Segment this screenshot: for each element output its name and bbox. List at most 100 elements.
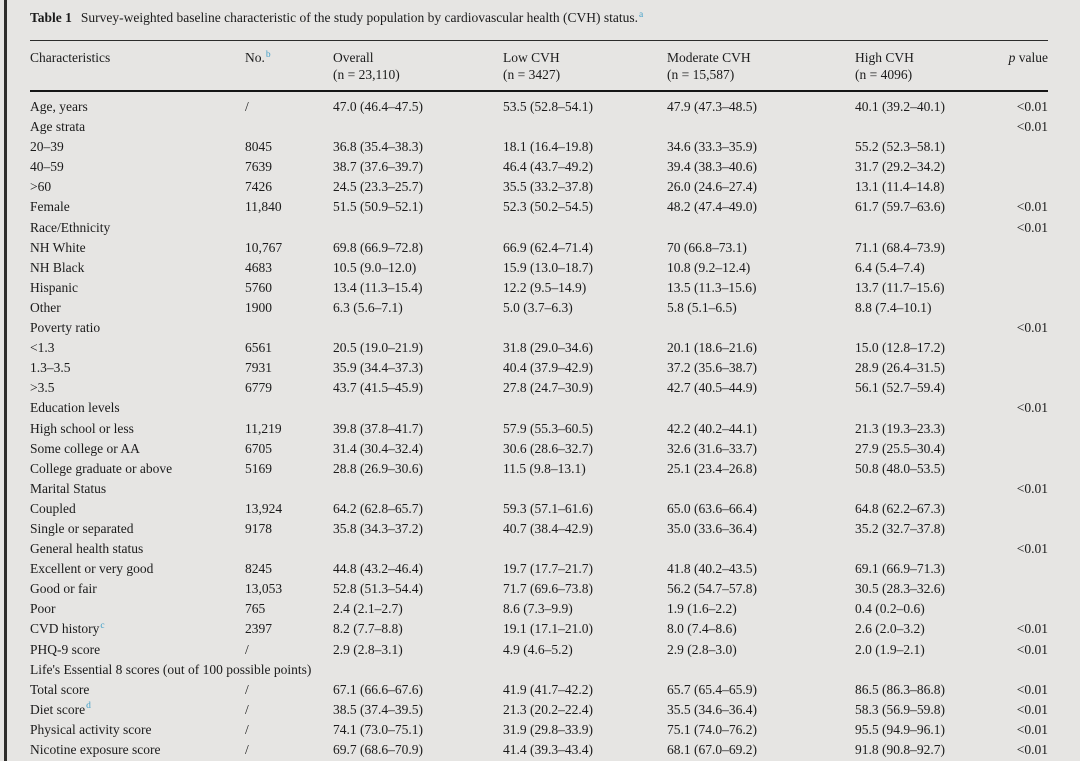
cell-p [1000,499,1048,519]
col-header-moderate-cvh: Moderate CVH (n = 15,587) [667,40,855,92]
cell-p: <0.01 [1016,621,1048,637]
cell-low: 31.8 (29.0–34.6) [503,340,593,356]
cell-no: 11,840 [245,199,282,215]
cell-overall: 47.0 (46.4–47.5) [333,99,423,114]
row-label: Marital Status [30,480,107,496]
cell-high [855,218,1000,238]
cell-high: 13.7 (11.7–15.6) [855,279,945,295]
cell-overall [333,318,503,338]
row-label: Race/Ethnicity [30,219,111,235]
cell-no: / [245,721,249,737]
cell-high [855,398,1000,418]
table-row: Good or fair 13,053 52.8 (51.3–54.4) 71.7 (… [30,579,1048,599]
row-label: Diet scored [30,701,91,717]
cell-no: 10,767 [245,239,283,255]
row-label: Hispanic [30,279,78,295]
col-header-high-cvh: High CVH (n = 4096) [855,40,1000,92]
table-row: Nicotine exposure score / 69.7 (68.6–70.9)… [30,740,1048,760]
cell-moderate: 10.8 (9.2–12.4) [667,259,751,275]
row-label: 40–59 [30,159,64,175]
cell-p [1000,559,1048,579]
cell-low: 53.5 (52.8–54.1) [503,99,593,114]
row-label: 1.3–3.5 [30,360,71,376]
cell-p: <0.01 [1016,219,1048,235]
cell-low [503,539,667,559]
cell-low [503,479,667,499]
cell-moderate: 70 (66.8–73.1) [667,239,747,255]
cell-moderate: 35.0 (33.6–36.4) [667,520,757,536]
row-label: Single or separated [30,520,134,536]
row-label: Nicotine exposure score [30,742,161,757]
row-label: Excellent or very good [30,561,154,577]
cell-p [1000,157,1048,177]
cell-p: <0.01 [1016,701,1048,717]
cell-no: 4683 [245,259,272,275]
cell-no: 7931 [245,360,272,376]
table-row: Excellent or very good 8245 44.8 (43.2–46.… [30,559,1048,579]
cell-no: 6561 [245,340,272,356]
cell-p: <0.01 [1016,742,1048,757]
cell-moderate: 42.2 (40.2–44.1) [667,420,757,436]
table-number: Table 1 [30,10,72,25]
cell-low: 52.3 (50.2–54.5) [503,199,593,215]
cell-no: 11,219 [245,420,282,436]
cell-no: 6705 [245,440,272,456]
cell-high: 30.5 (28.3–32.6) [855,581,945,597]
table-row: PHQ-9 score / 2.9 (2.8–3.1) 4.9 (4.6–5.2) 2.… [30,640,1048,660]
cell-p [1000,338,1048,358]
cell-moderate: 47.9 (47.3–48.5) [667,99,757,114]
cell-no [245,479,333,499]
cell-p: <0.01 [1016,721,1048,737]
row-label: >3.5 [30,380,55,396]
cell-moderate: 42.7 (40.5–44.9) [667,380,757,396]
cell-no: / [245,99,249,114]
table-row: Race/Ethnicity <0.01 [30,218,1048,238]
row-label: >60 [30,179,52,195]
cell-high [855,479,1000,499]
cell-high: 13.1 (11.4–14.8) [855,179,945,195]
table-caption-text: Survey-weighted baseline characteristic … [80,10,638,25]
row-label: 20–39 [30,139,64,155]
cell-no: 13,924 [245,500,283,516]
cell-overall: 69.7 (68.6–70.9) [333,742,423,757]
cell-high: 8.8 (7.4–10.1) [855,299,932,315]
cell-p [1000,137,1048,157]
table-row: Some college or AA 6705 31.4 (30.4–32.4) 30… [30,439,1048,459]
cell-moderate [667,398,855,418]
cell-low: 21.3 (20.2–22.4) [503,701,593,717]
cell-high [855,117,1000,137]
cell-no: 8245 [245,561,272,577]
header-row: Characteristics No.b Overall (n = 23,110… [30,40,1048,92]
cell-overall: 6.3 (5.6–7.1) [333,299,403,315]
table-row: 1.3–3.5 7931 35.9 (34.4–37.3) 40.4 (37.9–42… [30,358,1048,378]
cell-high: 95.5 (94.9–96.1) [855,721,945,737]
cell-moderate: 68.1 (67.0–69.2) [667,742,757,757]
row-label: Poverty ratio [30,320,101,336]
cell-overall: 35.9 (34.4–37.3) [333,360,423,376]
table-row: NH White 10,767 69.8 (66.9–72.8) 66.9 (62.4… [30,238,1048,258]
cell-no [245,218,333,238]
cell-overall [333,479,503,499]
table-row: 40–59 7639 38.7 (37.6–39.7) 46.4 (43.7–49.2… [30,157,1048,177]
baseline-characteristics-table: Characteristics No.b Overall (n = 23,110… [30,40,1048,760]
cell-p [1000,459,1048,479]
row-label: Age, years [30,99,88,114]
row-label: Poor [30,601,56,617]
cell-high: 15.0 (12.8–17.2) [855,340,945,356]
table-row: Physical activity score / 74.1 (73.0–75.1)… [30,720,1048,740]
row-label: Some college or AA [30,440,140,456]
cell-p: <0.01 [1016,681,1048,697]
footnote-marker-d: d [86,701,91,712]
row-label: Age strata [30,119,86,135]
cell-high: 86.5 (86.3–86.8) [855,681,945,697]
cell-low [503,398,667,418]
cell-overall: 2.4 (2.1–2.7) [333,601,403,617]
cell-low: 41.9 (41.7–42.2) [503,681,593,697]
cell-p [1000,358,1048,378]
section-span-row: Life's Essential 8 scores (out of 100 po… [30,660,1048,680]
cell-moderate: 39.4 (38.3–40.6) [667,159,757,175]
col-header-overall: Overall (n = 23,110) [333,40,503,92]
cell-low: 11.5 (9.8–13.1) [503,460,586,476]
cell-no: / [245,681,249,697]
